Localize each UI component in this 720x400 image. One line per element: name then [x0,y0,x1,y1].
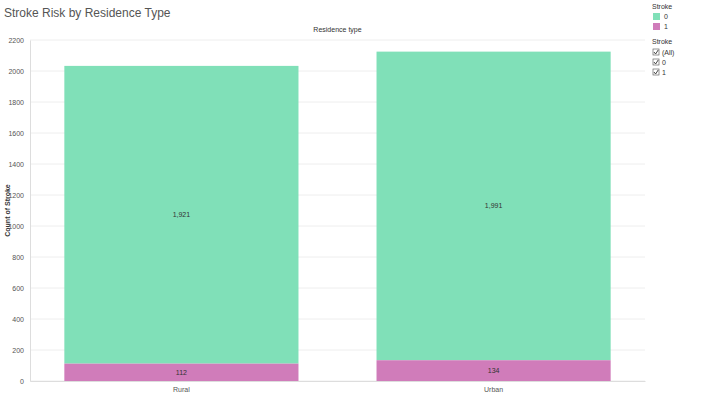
bar [64,364,298,381]
tick: 1800 [8,99,30,106]
data-label: 134 [488,367,500,374]
y-axis-title: Count of Stroke [4,184,11,237]
bars [64,52,610,381]
chart: Stroke Risk by Residence Type 0 200 400 600 8… [0,0,720,400]
tick: 200 [12,347,30,354]
checkmark [654,50,658,54]
tick: 1200 [8,192,30,199]
tick-label: 1800 [8,99,24,106]
tick-label: 600 [12,285,24,292]
data-label: 1,991 [485,202,503,209]
tick-label: 1600 [8,130,24,137]
legend-label: 0 [664,13,668,20]
title: Stroke Risk by Residence Type [4,6,171,20]
tick: 400 [12,316,30,323]
tick: 0 [20,378,30,385]
legend-label: 1 [664,23,668,30]
checkmark [654,60,658,64]
legend-swatch [653,13,660,20]
axis-line [31,381,646,382]
x-axis: Rural Urban [31,381,646,393]
tick-label: 400 [12,316,24,323]
tick-label: 0 [20,378,24,385]
tick-label: 2200 [8,37,24,44]
x-axis-title: Residence type [313,26,361,34]
tick-label: 200 [12,347,24,354]
filter-option[interactable]: 0 [662,59,666,66]
tick: 2000 [8,68,30,75]
tick: 1400 [8,161,30,168]
tick-label: 1400 [8,161,24,168]
tick: 1600 [8,130,30,137]
data-labels: 1,921 1,991 112 134 [173,202,503,375]
tick-label: Urban [484,386,503,393]
filter-title: Stroke [652,38,672,45]
tick: 600 [12,285,30,292]
plot: 0 200 400 600 800 1000 1200 1400 1600 1800 2000 220… [8,37,645,393]
tick: Urban [484,381,503,393]
checkmark [654,70,658,74]
y-axis: 0 200 400 600 800 1000 1200 1400 1600 1800 2000 220… [8,37,30,385]
filter-option[interactable]: (All) [662,49,674,57]
data-label: 1,921 [173,211,191,218]
tick-label: 2000 [8,68,24,75]
checkbox[interactable] [653,59,659,65]
tick-label: 800 [12,254,24,261]
bar [377,360,611,381]
tick: 800 [12,254,30,261]
legend: Stroke 0 1 [652,3,672,30]
tick: 2200 [8,37,30,44]
tick-label: Rural [173,386,190,393]
data-label: 112 [176,369,187,376]
tick: 1000 [8,223,30,230]
checkbox[interactable] [653,69,659,75]
filter-card: Stroke (All) 0 1 [652,38,674,76]
legend-swatch [653,23,660,30]
bar [377,52,611,361]
legend-title: Stroke [652,3,672,10]
checkbox[interactable] [653,49,659,55]
axis-line [30,41,31,382]
grid [30,40,645,381]
bar [64,66,298,364]
tick: Rural [173,381,190,393]
filter-option[interactable]: 1 [662,69,666,76]
grid-line [30,40,645,41]
